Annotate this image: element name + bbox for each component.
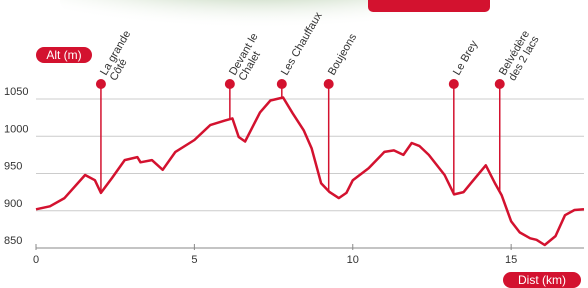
y-tick-label: 1000 [4,123,28,135]
y-tick-label: 1050 [4,86,28,98]
waypoint-dot [449,79,459,89]
x-tick-label: 10 [347,254,359,266]
y-tick-label: 950 [4,161,22,173]
x-tick-label: 15 [505,254,517,266]
y-axis-label: Alt (m) [46,48,81,62]
waypoint-dot [225,79,235,89]
x-tick-label: 0 [33,254,39,266]
waypoint-label-line: Le Brey [451,38,481,77]
waypoint-dot [277,79,287,89]
y-tick-label: 850 [4,235,22,247]
elevation-line [36,98,584,246]
y-tick-label: 900 [4,198,22,210]
waypoint-dot [495,79,505,89]
waypoint-dot [324,79,334,89]
x-tick-label: 5 [191,254,197,266]
elevation-chart: Alt (m) Dist (km) 850 900 950 1000 1050 0 5 10 1… [0,0,588,288]
header-tab [368,0,490,12]
waypoint-label: Le Brey [451,38,481,77]
x-axis-label: Dist (km) [518,273,566,287]
waypoint-dot [96,79,106,89]
